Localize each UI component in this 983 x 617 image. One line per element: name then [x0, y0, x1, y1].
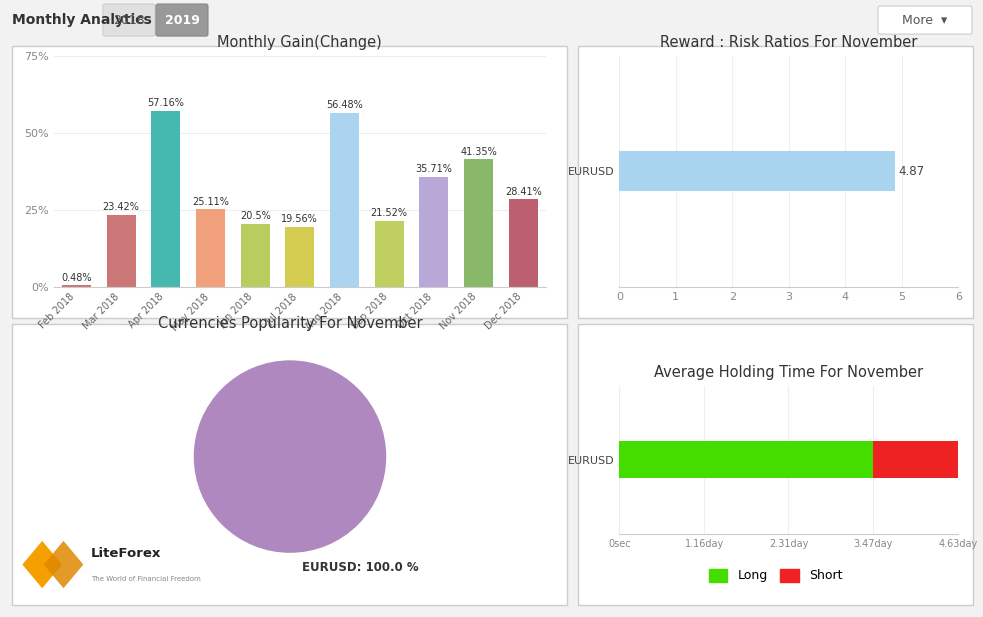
Text: 2019: 2019 [164, 14, 200, 27]
Bar [619, 441, 874, 478]
Legend: Long, Short: Long, Short [704, 564, 847, 587]
Text: 28.41%: 28.41% [505, 187, 542, 197]
Wedge shape [194, 360, 386, 553]
Bar [196, 209, 225, 287]
Text: 25.11%: 25.11% [192, 197, 229, 207]
Title: Reward : Risk Ratios For November: Reward : Risk Ratios For November [661, 35, 917, 50]
Text: 0.48%: 0.48% [61, 273, 91, 283]
Text: 57.16%: 57.16% [147, 98, 184, 108]
Text: 4.87: 4.87 [897, 165, 924, 178]
Bar [285, 226, 315, 287]
Text: LiteForex: LiteForex [90, 547, 161, 560]
Bar [106, 215, 136, 287]
Text: EURUSD: 100.0 %: EURUSD: 100.0 % [302, 560, 418, 574]
Text: 2018: 2018 [113, 14, 145, 27]
Text: Monthly Analytics: Monthly Analytics [12, 13, 151, 27]
Bar [464, 159, 493, 287]
Bar [509, 199, 538, 287]
Text: The World of Financial Freedom: The World of Financial Freedom [90, 576, 201, 582]
Bar [62, 286, 91, 287]
Polygon shape [23, 541, 62, 588]
Text: More  ▾: More ▾ [902, 14, 948, 27]
Polygon shape [43, 541, 84, 588]
Text: 23.42%: 23.42% [102, 202, 140, 212]
Bar [420, 176, 448, 287]
Title: Average Holding Time For November: Average Holding Time For November [655, 365, 923, 380]
Text: 21.52%: 21.52% [371, 208, 408, 218]
Bar [619, 151, 895, 191]
Bar [874, 441, 958, 478]
Text: 20.5%: 20.5% [240, 211, 270, 221]
Bar [241, 223, 269, 287]
Bar [375, 220, 404, 287]
FancyBboxPatch shape [878, 6, 972, 34]
Text: 56.48%: 56.48% [326, 100, 363, 110]
Text: 41.35%: 41.35% [460, 147, 497, 157]
FancyBboxPatch shape [103, 4, 155, 36]
Title: Monthly Gain(Change): Monthly Gain(Change) [217, 35, 382, 50]
FancyBboxPatch shape [156, 4, 208, 36]
Bar [151, 110, 180, 287]
Bar [330, 113, 359, 287]
Text: 19.56%: 19.56% [281, 214, 318, 224]
Title: Currencies Popularity For November: Currencies Popularity For November [157, 316, 423, 331]
Text: 35.71%: 35.71% [416, 164, 452, 174]
